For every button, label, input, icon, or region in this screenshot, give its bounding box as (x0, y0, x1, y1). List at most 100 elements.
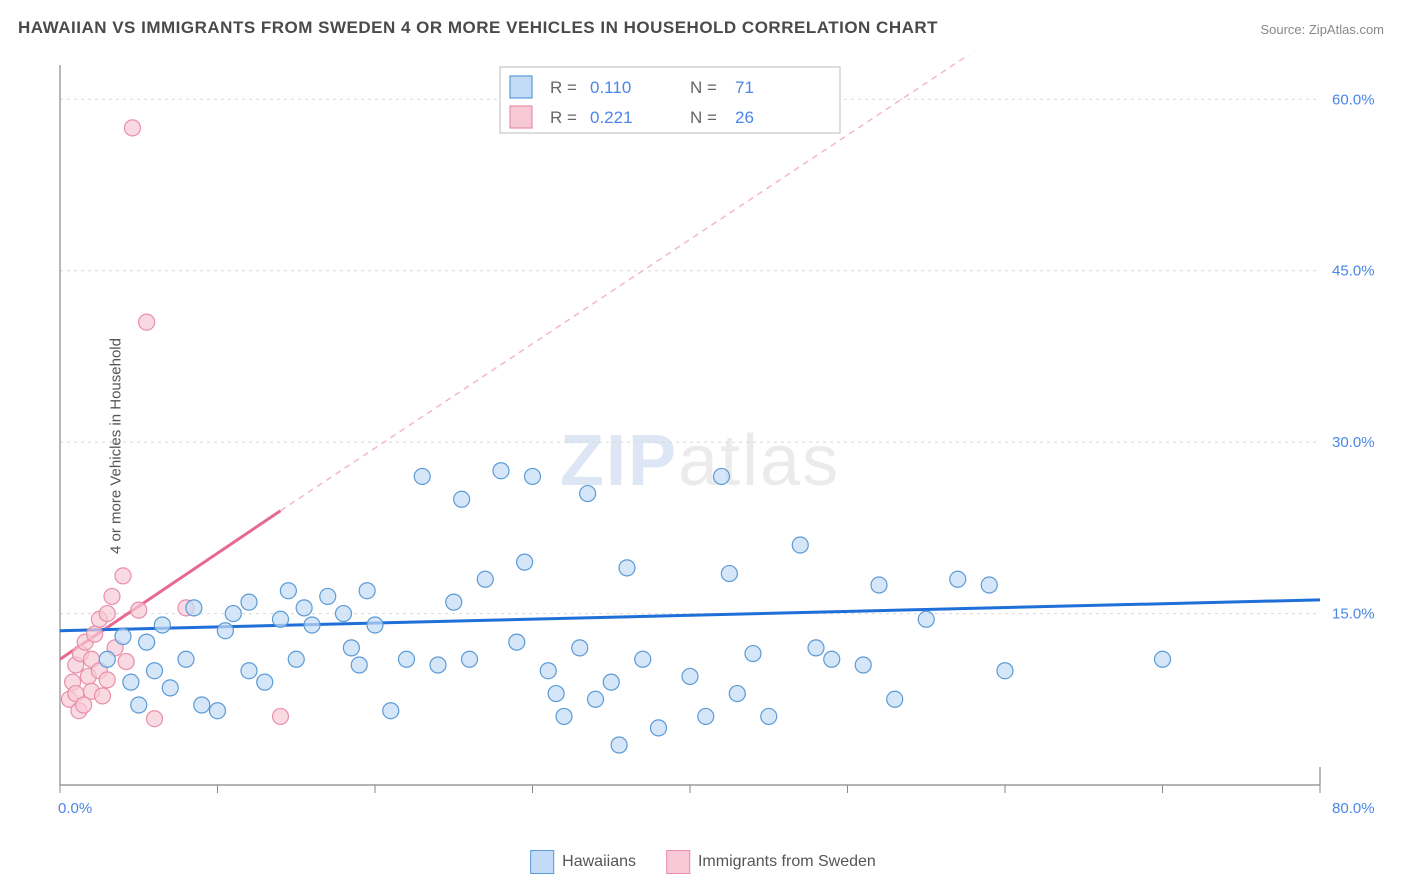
scatter-plot: 15.0%30.0%45.0%60.0%0.0%80.0%R =0.110N =… (50, 55, 1390, 815)
data-point-hawaiians (257, 674, 273, 690)
data-point-hawaiians (548, 686, 564, 702)
data-point-hawaiians (123, 674, 139, 690)
series-legend: Hawaiians Immigrants from Sweden (530, 850, 876, 874)
data-point-hawaiians (351, 657, 367, 673)
data-point-hawaiians (115, 628, 131, 644)
data-point-sweden (95, 688, 111, 704)
data-point-hawaiians (194, 697, 210, 713)
data-point-hawaiians (367, 617, 383, 633)
data-point-hawaiians (430, 657, 446, 673)
source-attribution: Source: ZipAtlas.com (1260, 22, 1384, 37)
y-tick-label: 45.0% (1332, 263, 1375, 280)
data-point-hawaiians (162, 680, 178, 696)
data-point-hawaiians (477, 571, 493, 587)
legend-item: Immigrants from Sweden (666, 850, 876, 874)
data-point-sweden (124, 120, 140, 136)
data-point-hawaiians (619, 560, 635, 576)
data-point-hawaiians (682, 668, 698, 684)
data-point-hawaiians (462, 651, 478, 667)
data-point-hawaiians (556, 708, 572, 724)
data-point-hawaiians (651, 720, 667, 736)
data-point-hawaiians (147, 663, 163, 679)
data-point-hawaiians (399, 651, 415, 667)
stat-legend-swatch (510, 76, 532, 98)
data-point-hawaiians (99, 651, 115, 667)
stat-n-value: 26 (735, 108, 754, 127)
data-point-hawaiians (525, 468, 541, 484)
data-point-hawaiians (1155, 651, 1171, 667)
stat-r-label: R = (550, 108, 577, 127)
data-point-sweden (273, 708, 289, 724)
data-point-hawaiians (178, 651, 194, 667)
legend-label: Hawaiians (562, 853, 636, 871)
data-point-hawaiians (588, 691, 604, 707)
data-point-hawaiians (824, 651, 840, 667)
data-point-hawaiians (320, 588, 336, 604)
data-point-hawaiians (154, 617, 170, 633)
legend-swatch (530, 850, 554, 874)
stat-legend-swatch (510, 106, 532, 128)
data-point-hawaiians (304, 617, 320, 633)
data-point-hawaiians (635, 651, 651, 667)
data-point-hawaiians (446, 594, 462, 610)
data-point-hawaiians (336, 606, 352, 622)
data-point-hawaiians (241, 663, 257, 679)
data-point-hawaiians (509, 634, 525, 650)
data-point-hawaiians (871, 577, 887, 593)
data-point-hawaiians (729, 686, 745, 702)
data-point-hawaiians (603, 674, 619, 690)
data-point-hawaiians (887, 691, 903, 707)
data-point-hawaiians (761, 708, 777, 724)
data-point-sweden (139, 314, 155, 330)
data-point-hawaiians (950, 571, 966, 587)
data-point-sweden (147, 711, 163, 727)
data-point-hawaiians (745, 646, 761, 662)
data-point-hawaiians (359, 583, 375, 599)
data-point-hawaiians (808, 640, 824, 656)
stat-n-label: N = (690, 78, 717, 97)
data-point-hawaiians (414, 468, 430, 484)
stat-n-value: 71 (735, 78, 754, 97)
data-point-hawaiians (611, 737, 627, 753)
legend-swatch (666, 850, 690, 874)
data-point-hawaiians (225, 606, 241, 622)
data-point-sweden (87, 626, 103, 642)
data-point-sweden (99, 606, 115, 622)
data-point-sweden (104, 588, 120, 604)
data-point-hawaiians (792, 537, 808, 553)
data-point-hawaiians (139, 634, 155, 650)
data-point-hawaiians (580, 486, 596, 502)
data-point-hawaiians (210, 703, 226, 719)
data-point-hawaiians (572, 640, 588, 656)
y-tick-label: 60.0% (1332, 91, 1375, 108)
y-tick-label: 30.0% (1332, 434, 1375, 451)
stat-r-value: 0.221 (590, 108, 633, 127)
data-point-hawaiians (997, 663, 1013, 679)
legend-item: Hawaiians (530, 850, 636, 874)
data-point-hawaiians (186, 600, 202, 616)
data-point-hawaiians (288, 651, 304, 667)
data-point-hawaiians (721, 566, 737, 582)
data-point-sweden (131, 602, 147, 618)
data-point-hawaiians (855, 657, 871, 673)
data-point-hawaiians (454, 491, 470, 507)
data-point-hawaiians (383, 703, 399, 719)
stat-n-label: N = (690, 108, 717, 127)
data-point-sweden (115, 568, 131, 584)
data-point-sweden (118, 654, 134, 670)
data-point-hawaiians (517, 554, 533, 570)
data-point-hawaiians (296, 600, 312, 616)
data-point-sweden (99, 672, 115, 688)
data-point-hawaiians (273, 611, 289, 627)
data-point-hawaiians (131, 697, 147, 713)
data-point-hawaiians (540, 663, 556, 679)
data-point-hawaiians (981, 577, 997, 593)
data-point-hawaiians (343, 640, 359, 656)
x-tick-label: 80.0% (1332, 800, 1375, 815)
y-tick-label: 15.0% (1332, 606, 1375, 623)
x-tick-label: 0.0% (58, 800, 92, 815)
stat-r-label: R = (550, 78, 577, 97)
legend-label: Immigrants from Sweden (698, 853, 876, 871)
chart-svg: 15.0%30.0%45.0%60.0%0.0%80.0%R =0.110N =… (50, 55, 1390, 815)
data-point-hawaiians (241, 594, 257, 610)
